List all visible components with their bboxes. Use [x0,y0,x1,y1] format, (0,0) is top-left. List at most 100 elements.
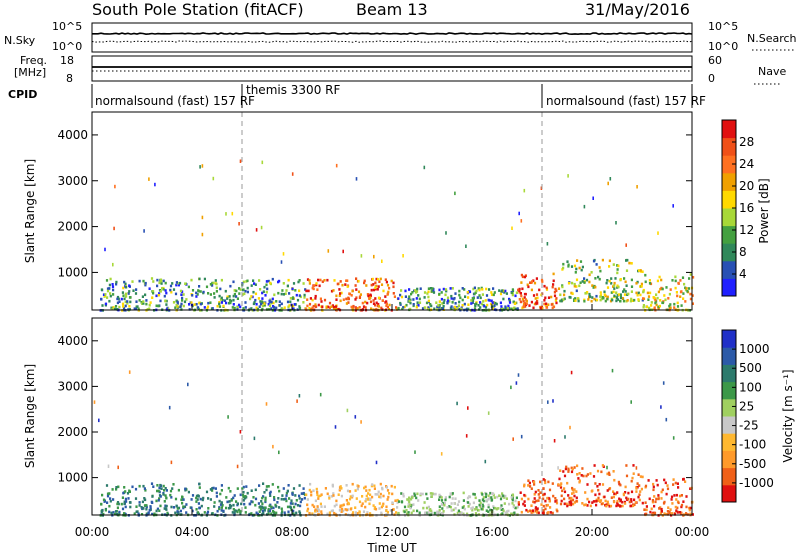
power-scatter-point [449,306,452,310]
velocity-scatter-point [645,512,648,516]
power-scatter-point [191,289,195,292]
velocity-scatter-point [535,499,538,503]
power-scatter-point [522,300,525,303]
power-cbar-block [722,260,736,279]
power-scatter-point [438,288,441,292]
power-scatter-point [351,308,354,311]
velocity-scatter-point [385,509,388,512]
power-scatter-point [212,281,215,285]
power-scatter-point [374,286,377,290]
power-scatter-point [676,301,679,305]
velocity-scatter-point [474,512,478,515]
power-scatter-point [283,306,286,309]
velocity-scatter-point [651,500,654,504]
velocity-scatter-point [233,494,236,497]
velocity-scatter-point [222,509,225,513]
power-scatter-point [552,279,555,283]
power-scatter-point [265,290,268,294]
velocity-scatter-point [298,497,301,500]
velocity-scatter-point [151,512,154,516]
velocity-scatter-point [429,508,432,511]
power-scatter-point [395,306,398,309]
power-scatter-point [242,280,245,284]
velocity-scatter-point [586,504,589,507]
velocity-cbar-tick-label: 500 [739,361,762,375]
velocity-scatter-point [330,495,334,498]
power-scatter-point [485,287,488,291]
power-scatter-point [660,286,663,290]
velocity-scatter-point [552,494,555,498]
power-scatter-point [650,304,653,307]
velocity-scatter-point [269,494,272,497]
velocity-scatter-point [144,489,147,492]
power-scatter-point [554,299,557,302]
velocity-scatter-point [229,490,232,493]
power-scatter-point [684,286,687,290]
velocity-scatter-point [627,491,630,495]
power-scatter-point [298,305,301,308]
power-scatter-point [430,304,433,308]
velocity-scatter-point [225,496,228,499]
power-scatter-point [210,307,214,310]
velocity-scatter-point [623,500,626,504]
power-scatter-point [335,305,338,308]
power-scatter-point [640,282,643,286]
velocity-scatter-point [159,495,162,498]
power-scatter-point [386,292,389,296]
power-scatter-point [647,295,651,298]
velocity-scatter-point [571,486,574,490]
velocity-scatter-point [495,507,498,511]
power-scatter-point [451,301,454,304]
velocity-scatter-point [123,502,126,506]
power-scatter-point [370,288,373,292]
power-scatter-point [191,294,194,297]
velocity-scatter-point [417,499,420,502]
velocity-scatter-point [116,501,120,504]
velocity-scatter-point [621,504,624,508]
velocity-scatter-point [624,491,627,494]
velocity-scatter-point [532,500,535,504]
power-scatter-point [145,299,148,302]
power-scatter-point [319,278,322,282]
velocity-scatter-point [381,486,384,490]
power-scatter-point [221,299,224,302]
power-scatter-point [265,283,268,287]
power-scatter-point [687,287,691,290]
velocity-scatter-point [108,504,111,508]
power-scatter-point [206,305,210,309]
station-title: South Pole Station (fitACF) [92,0,304,19]
power-scatter-point [273,306,276,309]
velocity-scatter-point [559,469,562,472]
velocity-scatter-point [527,497,530,501]
power-scatter-point [211,284,214,287]
velocity-scatter-point [467,505,470,508]
velocity-scatter-point [395,511,398,514]
velocity-scatter-point [360,420,362,424]
velocity-scatter-point [609,504,613,508]
velocity-scatter-point [653,504,656,508]
velocity-scatter-point [302,491,305,495]
velocity-scatter-point [685,512,688,515]
power-scatter-point [117,297,120,301]
velocity-scatter-point [492,492,495,495]
velocity-scatter-point [682,500,685,503]
beam-label: Beam 13 [356,0,428,19]
velocity-scatter-point [374,493,377,496]
velocity-scatter-point [225,506,228,510]
velocity-scatter-point [264,500,267,504]
velocity-scatter-point [638,498,641,502]
velocity-scatter-point [190,506,193,510]
power-scatter-point [198,301,201,305]
velocity-scatter-point [616,501,619,505]
power-scatter-point [583,299,586,303]
velocity-scatter-point [254,497,258,501]
power-scatter-point [327,305,330,309]
velocity-scatter-point [331,483,334,487]
velocity-scatter-point [570,370,573,375]
velocity-scatter-point [365,489,368,492]
power-scatter-point [520,294,523,298]
velocity-scatter-point [635,466,638,470]
velocity-scatter-point [196,511,200,514]
power-scatter-point [615,221,617,225]
velocity-scatter-point [207,507,210,510]
